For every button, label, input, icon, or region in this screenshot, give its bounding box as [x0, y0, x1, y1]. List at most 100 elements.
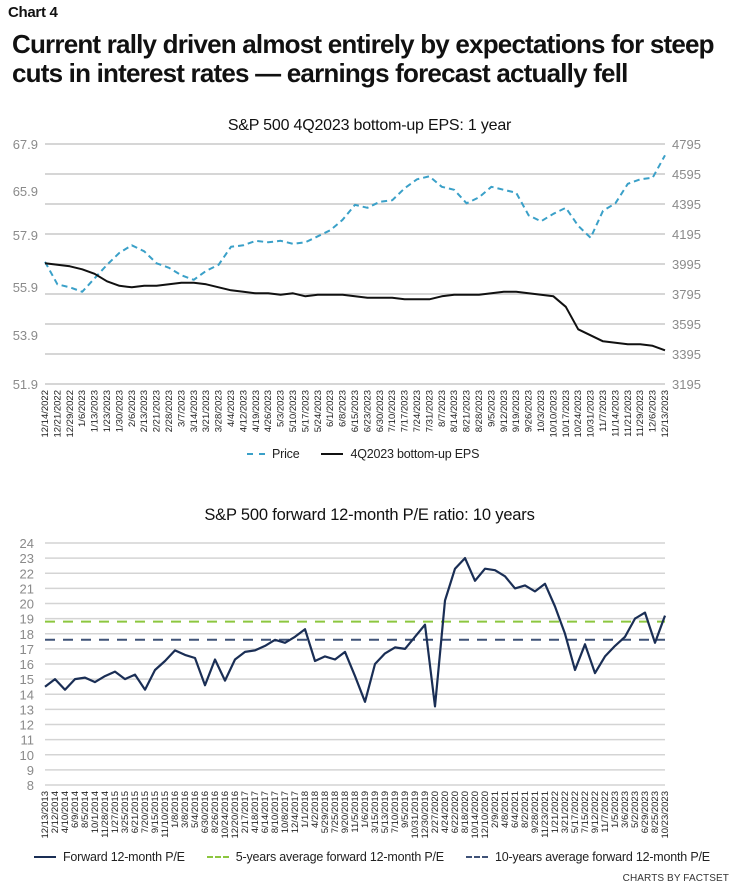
x-axis-tick-label: 3/21/2022	[560, 791, 571, 833]
x-axis-tick-label: 5/17/2023	[300, 390, 311, 432]
x-axis-tick-label: 7/17/2023	[400, 390, 411, 432]
x-axis-tick-label: 4/18/2017	[250, 791, 261, 833]
legend-label-5y-average: 5-years average forward 12-month P/E	[235, 850, 444, 864]
x-axis-tick-label: 1/6/2019	[360, 791, 371, 828]
x-axis-tick-label: 12/4/2017	[290, 791, 301, 833]
left-axis-tick-label: 65.9	[13, 184, 38, 199]
x-axis-tick-label: 8/5/2014	[80, 791, 91, 828]
x-axis-tick-label: 6/14/2017	[260, 791, 271, 833]
x-axis-tick-label: 5/3/2023	[276, 390, 287, 427]
legend-item-eps: 4Q2023 bottom-up EPS	[321, 447, 479, 461]
x-axis-tick-label: 12/14/2022	[40, 390, 51, 438]
x-axis-tick-label: 8/21/2023	[462, 390, 473, 432]
y-axis-tick-label: 18	[20, 627, 34, 642]
x-axis-tick-label: 7/20/2015	[140, 791, 151, 833]
x-axis-tick-label: 1/13/2023	[90, 390, 101, 432]
dashed-line-swatch-icon	[465, 856, 488, 858]
x-axis-tick-label: 6/30/2016	[200, 791, 211, 833]
x-axis-tick-label: 7/31/2023	[424, 390, 435, 432]
x-axis-tick-label: 1/8/2016	[170, 791, 181, 828]
x-axis-tick-label: 2/21/2023	[152, 390, 163, 432]
forward-pe-series-line	[44, 556, 667, 708]
right-axis-tick-label: 4595	[672, 167, 701, 182]
x-axis-tick-label: 2/12/2014	[50, 791, 61, 833]
x-axis-tick-label: 9/15/2015	[150, 791, 161, 833]
x-axis-tick-label: 8/7/2023	[437, 390, 448, 427]
x-axis-tick-label: 7/24/2023	[412, 390, 423, 432]
left-axis-tick-label: 57.9	[13, 228, 38, 243]
x-axis-tick-label: 11/28/2014	[100, 791, 111, 838]
solid-line-swatch-icon	[321, 453, 344, 455]
x-axis-tick-label: 11/10/2015	[160, 791, 171, 838]
dashed-line-swatch-icon	[247, 453, 265, 455]
solid-line-swatch-icon	[34, 856, 56, 858]
y-axis-tick-label: 19	[20, 612, 34, 627]
x-axis-tick-label: 7/10/2023	[387, 390, 398, 432]
y-axis-tick-label: 12	[20, 718, 34, 733]
eps-price-chart: 4795 4595 4395 4195 3995 3795 3595 3395 3195 67.9…	[13, 137, 701, 438]
x-axis-tick-label: 2/6/2023	[127, 390, 138, 427]
x-axis-tick-label: 6/22/2020	[450, 791, 461, 833]
left-axis-tick-label: 67.9	[13, 137, 38, 152]
y-axis-tick-label: 11	[21, 733, 35, 748]
eps-series-line	[44, 262, 666, 352]
x-axis-tick-label: 11/29/2023	[635, 390, 646, 437]
left-axis-tick-label: 51.9	[13, 377, 38, 392]
legend-item-5y-average: 5-years average forward 12-month P/E	[206, 850, 444, 864]
x-axis-tick-label: 2/27/2020	[430, 791, 441, 833]
x-axis-tick-label: 5/2/2023	[630, 791, 641, 828]
x-axis-tick-label: 7/10/2019	[390, 791, 401, 833]
dashed-line-swatch-icon	[206, 856, 229, 858]
x-axis-tick-label: 4/4/2023	[226, 390, 237, 427]
y-axis-tick-label: 24	[20, 536, 34, 551]
left-axis-tick-label: 53.9	[13, 328, 38, 343]
x-axis-tick-label: 11/5/2018	[350, 791, 361, 833]
pe-chart-title: S&P 500 forward 12-month P/E ratio: 10 y…	[204, 506, 535, 524]
y-axis-tick-label: 15	[20, 672, 34, 687]
x-axis-tick-label: 5/10/2023	[288, 390, 299, 432]
x-axis-tick-label: 3/14/2023	[189, 390, 200, 432]
x-axis-tick-label: 1/6/2023	[77, 390, 88, 427]
x-axis-tick-label: 1/23/2023	[102, 390, 113, 432]
x-axis-tick-label: 4/12/2023	[238, 390, 249, 432]
x-axis-tick-label: 5/24/2023	[313, 390, 324, 432]
y-axis-tick-label: 22	[20, 566, 34, 581]
y-axis-tick-label: 9	[27, 763, 34, 778]
x-axis-tick-label: 1/27/2015	[110, 791, 121, 833]
legend-item-price: Price	[247, 447, 300, 461]
x-axis-tick-label: 10/24/2016	[220, 791, 231, 839]
x-axis-tick-label: 2/17/2017	[240, 791, 251, 833]
x-axis-tick-label: 6/8/2023	[338, 390, 349, 427]
x-axis-tick-label: 3/28/2023	[214, 390, 225, 432]
x-axis-tick-label: 3/25/2015	[120, 791, 131, 833]
y-axis-tick-label: 13	[20, 702, 34, 717]
y-axis-tick-label: 16	[20, 657, 34, 672]
x-axis-tick-label: 10/8/2017	[280, 791, 291, 833]
x-axis-tick-label: 11/21/2023	[623, 390, 634, 437]
x-axis-tick-label: 3/21/2023	[201, 390, 212, 432]
x-axis-tick-label: 4/24/2020	[440, 791, 451, 833]
right-axis-tick-label: 4395	[672, 197, 701, 212]
x-axis-tick-label: 12/13/2023	[660, 390, 671, 438]
headline: Current rally driven almost entirely by …	[12, 29, 715, 88]
y-axis-tick-label: 17	[20, 642, 34, 657]
legend-label-price: Price	[272, 447, 300, 461]
x-axis-tick-label: 2/9/2021	[490, 791, 501, 828]
x-axis-tick-label: 5/29/2018	[320, 791, 331, 833]
legend-item-10y-average: 10-years average forward 12-month P/E	[465, 850, 710, 864]
x-axis-tick-label: 3/6/2023	[620, 791, 631, 828]
y-axis-tick-label: 14	[20, 687, 34, 702]
x-axis-tick-label: 3/7/2023	[176, 390, 187, 427]
y-axis-tick-label: 23	[20, 551, 34, 566]
x-axis-tick-label: 4/8/2021	[500, 791, 511, 828]
x-axis-tick-label: 8/2/2021	[520, 791, 531, 828]
x-axis-tick-label: 11/23/2021	[540, 791, 551, 838]
x-axis-tick-label: 2/28/2023	[164, 390, 175, 432]
x-axis-tick-label: 4/2/2018	[310, 791, 321, 828]
x-axis-tick-label: 11/7/2022	[600, 791, 611, 833]
x-axis-tick-label: 6/30/2023	[375, 390, 386, 432]
x-axis-tick-label: 4/10/2014	[60, 791, 71, 833]
x-axis-tick-label: 9/20/2018	[340, 791, 351, 833]
x-axis-tick-label: 8/28/2023	[474, 390, 485, 432]
x-axis-tick-label: 6/9/2014	[70, 791, 81, 828]
